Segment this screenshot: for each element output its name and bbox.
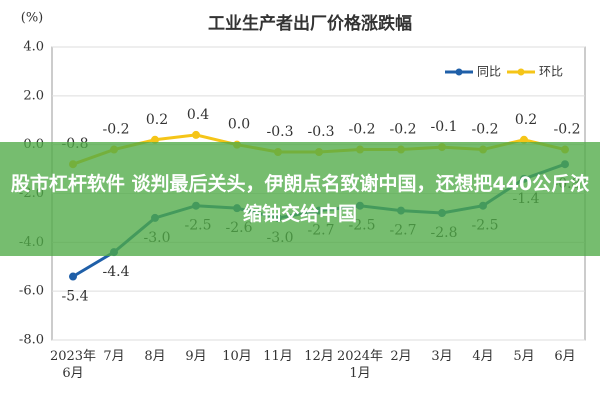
legend-label: 同比 <box>477 65 501 79</box>
value-label: -0.1 <box>431 119 458 135</box>
x-tick-label: 2023年 6月 <box>49 349 97 381</box>
value-label: 0.0 <box>228 117 250 133</box>
x-tick-label: 12月 <box>304 349 334 364</box>
point <box>520 135 528 144</box>
value-label: -0.2 <box>554 122 581 138</box>
x-tick-label: 3月 <box>431 349 453 364</box>
x-tick-label: 2月 <box>390 349 412 364</box>
legend-marker <box>517 68 525 76</box>
x-tick-label: 11月 <box>263 349 293 364</box>
value-label: -0.3 <box>308 124 335 140</box>
x-tick-label: 8月 <box>144 349 166 364</box>
y-tick-label: 2.0 <box>23 88 44 103</box>
point <box>69 272 77 281</box>
x-tick-label: 4月 <box>472 349 494 364</box>
x-tick-label: 5月 <box>513 349 535 364</box>
value-label: -5.4 <box>62 289 89 305</box>
x-tick-label: 7月 <box>103 349 125 364</box>
value-label: -0.3 <box>267 124 294 140</box>
y-tick-label: 4.0 <box>23 40 44 55</box>
legend-label: 环比 <box>539 65 563 79</box>
chart-title: 工业生产者出厂价格涨跌幅 <box>208 13 412 34</box>
value-label: 0.2 <box>146 112 168 128</box>
y-axis-label: (%) <box>21 11 44 26</box>
point <box>151 135 159 144</box>
value-label: 0.4 <box>187 107 209 123</box>
y-tick-label: -6.0 <box>19 284 44 299</box>
x-tick-label: 6月 <box>554 349 576 364</box>
value-label: 0.2 <box>515 112 537 128</box>
value-label: -0.2 <box>472 122 499 138</box>
x-tick-label: 9月 <box>185 349 207 364</box>
legend-marker <box>455 68 463 76</box>
value-label: -4.4 <box>103 264 130 280</box>
y-tick-label: -8.0 <box>19 333 44 348</box>
banner-text[interactable]: 股市杠杆软件 谈判最后关头，伊朗点名致谢中国，还想把440公斤浓缩铀交给中国 <box>10 173 590 225</box>
x-tick-label: 10月 <box>222 349 252 364</box>
news-banner[interactable]: 股市杠杆软件 谈判最后关头，伊朗点名致谢中国，还想把440公斤浓缩铀交给中国 <box>0 142 600 256</box>
x-tick-label: 2024年 1月 <box>336 349 384 381</box>
value-label: -0.2 <box>103 122 130 138</box>
point <box>192 130 200 139</box>
value-label: -0.2 <box>390 122 417 138</box>
value-label: -0.2 <box>349 122 376 138</box>
